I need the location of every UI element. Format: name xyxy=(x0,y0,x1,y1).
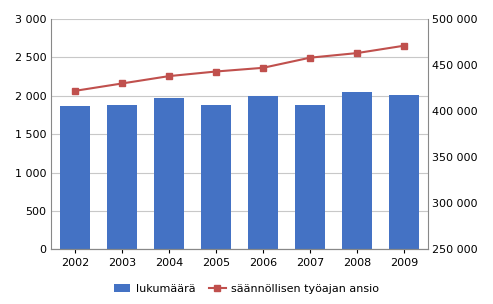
Bar xyxy=(154,98,184,249)
Bar xyxy=(295,105,325,249)
säännöllisen työajan ansio xyxy=(260,66,266,70)
säännöllisen työajan ansio xyxy=(401,44,407,47)
Line: säännöllisen työajan ansio: säännöllisen työajan ansio xyxy=(72,43,407,94)
säännöllisen työajan ansio xyxy=(213,70,219,73)
Bar xyxy=(342,92,372,249)
Bar xyxy=(247,96,278,249)
säännöllisen työajan ansio xyxy=(119,82,125,85)
säännöllisen työajan ansio xyxy=(307,56,313,60)
Bar xyxy=(106,105,137,249)
säännöllisen työajan ansio xyxy=(72,89,78,93)
säännöllisen työajan ansio xyxy=(354,51,360,55)
Bar xyxy=(60,106,90,249)
säännöllisen työajan ansio xyxy=(166,74,172,78)
Legend: lukumäärä, säännöllisen työajan ansio: lukumäärä, säännöllisen työajan ansio xyxy=(109,279,384,299)
Bar xyxy=(201,105,231,249)
Bar xyxy=(389,95,419,249)
